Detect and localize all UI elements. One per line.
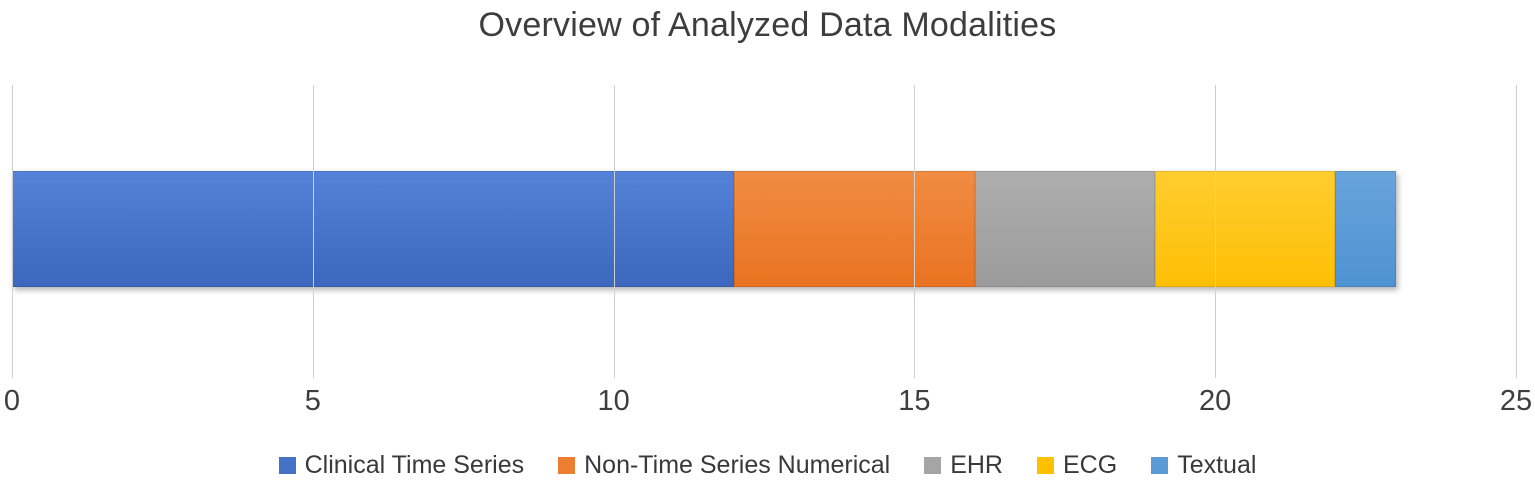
- legend-swatch-icon: [1151, 457, 1169, 474]
- legend-swatch-icon: [558, 457, 576, 474]
- legend-label: Textual: [1177, 451, 1257, 479]
- bar-segment-ehr: [974, 171, 1155, 287]
- legend-label: Clinical Time Series: [304, 451, 525, 479]
- legend-item-clinical-time-series: Clinical Time Series: [278, 451, 525, 480]
- gridline-5: [312, 85, 314, 378]
- stacked-bar: [12, 171, 1516, 287]
- bar-segment-ecg: [1155, 171, 1336, 287]
- x-axis-tick-label: 0: [3, 385, 21, 417]
- legend-item-ecg: ECG: [1037, 451, 1117, 480]
- legend-item-ehr: EHR: [924, 451, 1003, 480]
- gridline-25: [1516, 85, 1517, 378]
- x-axis-tick-label: 10: [597, 385, 630, 417]
- legend-swatch-icon: [278, 457, 296, 474]
- gridline-20: [1215, 85, 1217, 378]
- x-axis-tick-label: 15: [898, 385, 931, 417]
- legend-label: ECG: [1063, 451, 1118, 479]
- x-axis-tick-label: 5: [304, 385, 321, 417]
- legend-label: Non-Time Series Numerical: [584, 451, 891, 479]
- x-axis-tick-label: 20: [1199, 385, 1232, 417]
- bar-segment-textual: [1335, 171, 1396, 287]
- gridline-10: [613, 85, 615, 378]
- legend: Clinical Time Series Non-Time Series Nume…: [0, 451, 1535, 480]
- gridline-15: [914, 85, 916, 378]
- legend-swatch-icon: [1037, 457, 1054, 474]
- gridline-0: [12, 85, 13, 378]
- legend-label: EHR: [950, 451, 1003, 479]
- bar-segment-non-time-series-numerical: [733, 171, 975, 287]
- legend-item-non-time-series-numerical: Non-Time Series Numerical: [558, 451, 890, 480]
- x-axis-tick-label: 25: [1499, 385, 1533, 417]
- plot-area: [12, 85, 1517, 378]
- legend-swatch-icon: [924, 457, 942, 474]
- legend-item-textual: Textual: [1151, 451, 1256, 480]
- bar-segment-clinical-time-series: [12, 171, 734, 287]
- chart-title: Overview of Analyzed Data Modalities: [478, 6, 1057, 44]
